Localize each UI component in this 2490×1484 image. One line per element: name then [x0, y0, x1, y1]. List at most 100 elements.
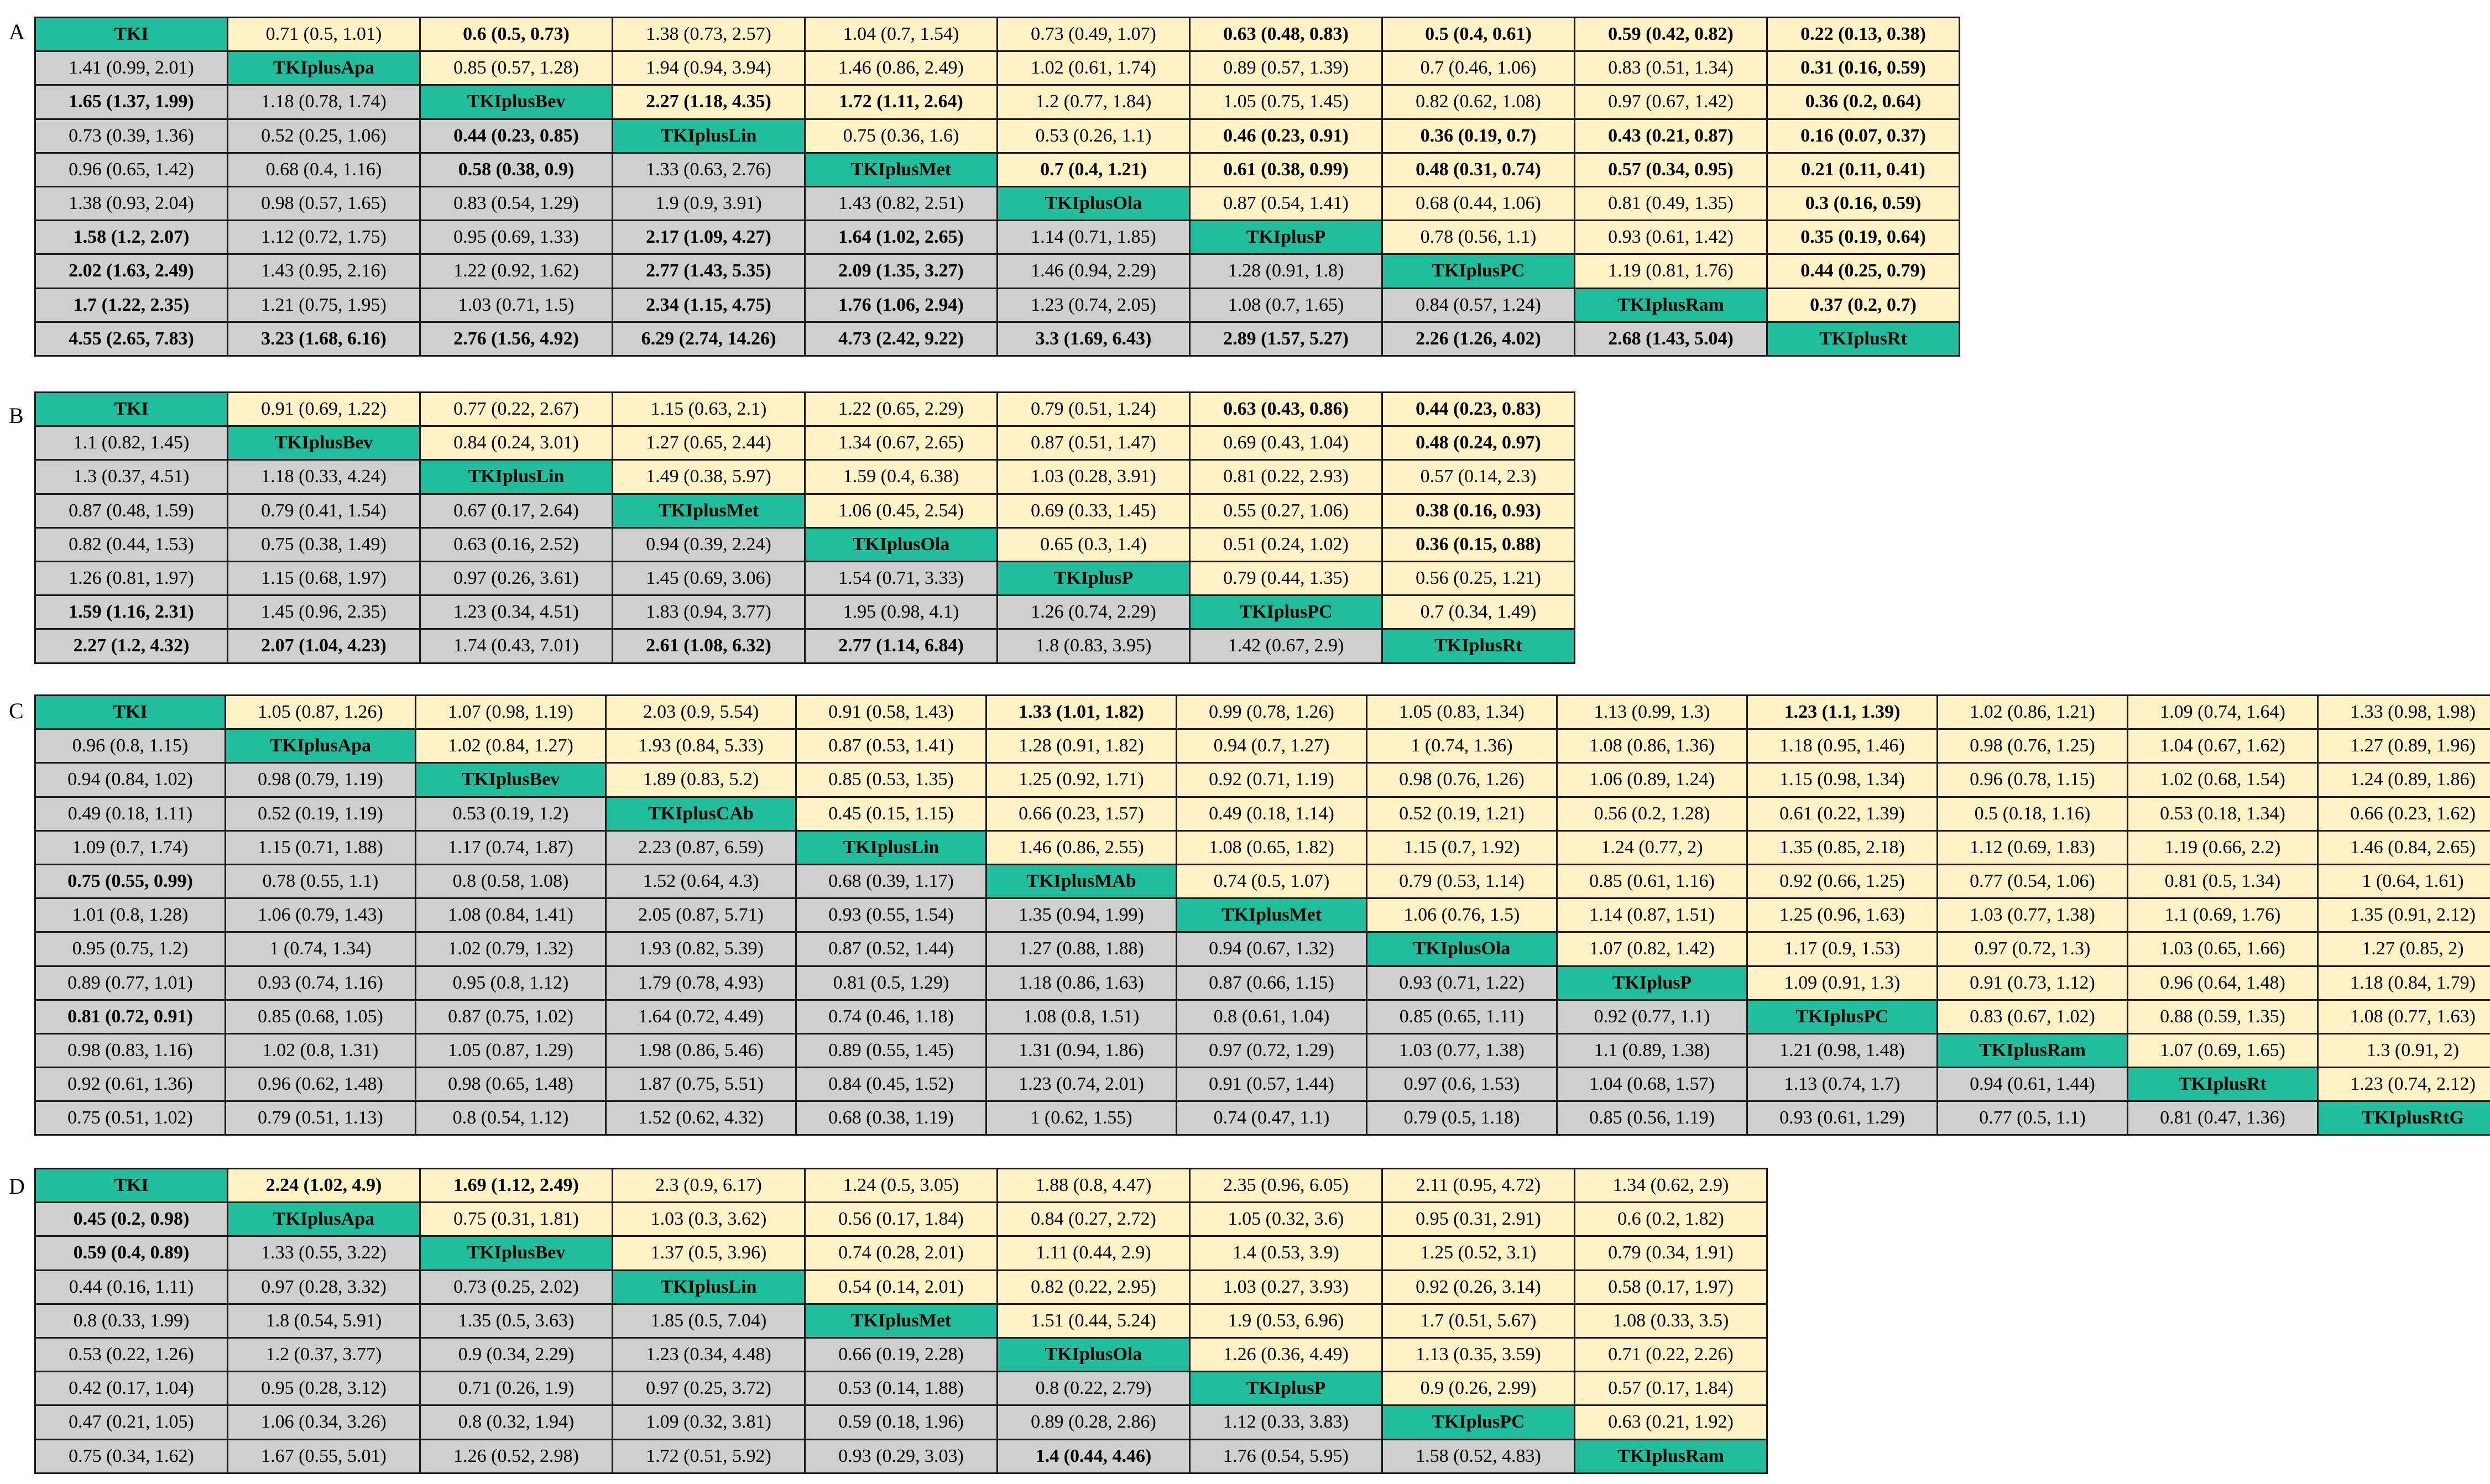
- estimate-cell: 0.56 (0.2, 1.28): [1556, 796, 1748, 832]
- estimate-cell: 1.2 (0.77, 1.84): [996, 84, 1191, 120]
- table-row: 0.75 (0.34, 1.62) 1.67 (0.55, 5.01) 1.26 (…: [34, 1438, 1768, 1474]
- estimate-cell: 1.89 (0.83, 5.2): [605, 762, 797, 798]
- table-row: 0.42 (0.17, 1.04) 0.95 (0.28, 3.12) 0.71 (…: [34, 1371, 1768, 1407]
- treatment-label-cell: TKIplusLin: [795, 829, 987, 865]
- estimate-cell: 0.45 (0.2, 0.98): [34, 1201, 228, 1237]
- table-row: 0.59 (0.4, 0.89) 1.33 (0.55, 3.22) TKIplus…: [34, 1235, 1768, 1271]
- estimate-cell: 1.05 (0.87, 1.29): [415, 1032, 607, 1069]
- estimate-cell: 0.69 (0.33, 1.45): [996, 493, 1191, 529]
- estimate-cell: 1.7 (0.51, 5.67): [1381, 1303, 1575, 1339]
- estimate-cell: 1.24 (0.89, 1.86): [2317, 762, 2490, 798]
- estimate-cell: 0.8 (0.33, 1.99): [34, 1303, 228, 1339]
- treatment-label-cell: TKIplusBev: [419, 1235, 613, 1271]
- table-row: 0.96 (0.65, 1.42) 0.68 (0.4, 1.16) 0.58 (0…: [34, 151, 1960, 187]
- estimate-cell: 0.66 (0.19, 2.28): [804, 1336, 998, 1373]
- estimate-cell: 2.05 (0.87, 5.71): [605, 897, 797, 933]
- estimate-cell: 1.4 (0.53, 3.9): [1189, 1235, 1383, 1271]
- treatment-label-cell: TKIplusP: [1556, 965, 1748, 1001]
- treatment-label-cell: TKIplusOla: [996, 1336, 1191, 1373]
- estimate-cell: 0.98 (0.79, 1.19): [225, 762, 416, 798]
- estimate-cell: 0.94 (0.84, 1.02): [34, 762, 226, 798]
- estimate-cell: 0.71 (0.22, 2.26): [1574, 1336, 1768, 1373]
- estimate-cell: 1.58 (0.52, 4.83): [1381, 1438, 1575, 1474]
- estimate-cell: 1.65 (1.37, 1.99): [34, 84, 228, 120]
- table-row: 1.59 (1.16, 2.31) 1.45 (0.96, 2.35) 1.23 (…: [34, 594, 1575, 630]
- estimate-cell: 0.81 (0.47, 1.36): [2127, 1100, 2319, 1136]
- treatment-label-cell: TKIplusRam: [1574, 1438, 1768, 1474]
- estimate-cell: 1.46 (0.86, 2.49): [804, 50, 998, 86]
- estimate-cell: 2.68 (1.43, 5.04): [1574, 321, 1768, 357]
- estimate-cell: 1.1 (0.89, 1.38): [1556, 1032, 1748, 1069]
- estimate-cell: 1.41 (0.99, 2.01): [34, 50, 228, 86]
- estimate-cell: 1.08 (0.33, 3.5): [1574, 1303, 1768, 1339]
- estimate-cell: 0.92 (0.77, 1.1): [1556, 999, 1748, 1034]
- panel-label-a: A: [9, 19, 25, 44]
- estimate-cell: 1.05 (0.87, 1.26): [225, 694, 416, 730]
- estimate-cell: 0.91 (0.73, 1.12): [1936, 965, 2128, 1001]
- estimate-cell: 1.24 (0.5, 3.05): [804, 1167, 998, 1204]
- table-row: 2.02 (1.63, 2.49) 1.43 (0.95, 2.16) 1.22 (…: [34, 253, 1960, 289]
- estimate-cell: 0.9 (0.26, 2.99): [1381, 1371, 1575, 1407]
- estimate-cell: 0.48 (0.24, 0.97): [1381, 425, 1575, 461]
- estimate-cell: 0.89 (0.55, 1.45): [795, 1032, 987, 1069]
- table-row: 0.95 (0.75, 1.2) 1 (0.74, 1.34) 1.02 (0.79…: [34, 931, 2490, 967]
- estimate-cell: 0.53 (0.22, 1.26): [34, 1336, 228, 1373]
- estimate-cell: 0.8 (0.32, 1.94): [419, 1404, 613, 1440]
- treatment-label-cell: TKIplusApa: [227, 1201, 421, 1237]
- estimate-cell: 2.34 (1.15, 4.75): [612, 287, 806, 323]
- estimate-cell: 1.72 (0.51, 5.92): [612, 1438, 806, 1474]
- panel-label-d: D: [9, 1174, 25, 1199]
- estimate-cell: 0.85 (0.68, 1.05): [225, 999, 416, 1034]
- estimate-cell: 0.79 (0.51, 1.24): [996, 391, 1191, 427]
- estimate-cell: 0.93 (0.61, 1.42): [1574, 220, 1768, 255]
- table-row: TKI 1.05 (0.87, 1.26) 1.07 (0.98, 1.19) 2.0…: [34, 694, 2490, 730]
- estimate-cell: 0.97 (0.72, 1.3): [1936, 931, 2128, 967]
- treatment-label-cell: TKIplusOla: [1366, 931, 1558, 967]
- estimate-cell: 0.5 (0.4, 0.61): [1381, 16, 1575, 53]
- estimate-cell: 0.93 (0.71, 1.22): [1366, 965, 1558, 1001]
- estimate-cell: 0.43 (0.21, 0.87): [1574, 118, 1768, 154]
- estimate-cell: 0.53 (0.26, 1.1): [996, 118, 1191, 154]
- estimate-cell: 1.08 (0.84, 1.41): [415, 897, 607, 933]
- estimate-cell: 1.93 (0.82, 5.39): [605, 931, 797, 967]
- estimate-cell: 1.26 (0.81, 1.97): [34, 560, 228, 597]
- estimate-cell: 1.06 (0.76, 1.5): [1366, 897, 1558, 933]
- estimate-cell: 1.07 (0.82, 1.42): [1556, 931, 1748, 967]
- estimate-cell: 0.79 (0.5, 1.18): [1366, 1100, 1558, 1136]
- estimate-cell: 1.23 (0.74, 2.12): [2317, 1067, 2490, 1102]
- estimate-cell: 0.52 (0.19, 1.19): [225, 796, 416, 832]
- estimate-cell: 0.59 (0.18, 1.96): [804, 1404, 998, 1440]
- treatment-label-cell: TKIplusMAb: [985, 863, 1177, 900]
- treatment-label-cell: TKIplusApa: [227, 50, 421, 86]
- estimate-cell: 1.46 (0.94, 2.29): [996, 253, 1191, 289]
- estimate-cell: 1.03 (0.65, 1.66): [2127, 931, 2319, 967]
- estimate-cell: 1.8 (0.54, 5.91): [227, 1303, 421, 1339]
- estimate-cell: 1.76 (0.54, 5.95): [1189, 1438, 1383, 1474]
- estimate-cell: 1 (0.74, 1.34): [225, 931, 416, 967]
- estimate-cell: 0.65 (0.3, 1.4): [996, 526, 1191, 562]
- table-row: 0.98 (0.83, 1.16) 1.02 (0.8, 1.31) 1.05 (0…: [34, 1032, 2490, 1069]
- estimate-cell: 1.3 (0.91, 2): [2317, 1032, 2490, 1069]
- estimate-cell: 0.87 (0.54, 1.41): [1189, 185, 1383, 222]
- estimate-cell: 1.18 (0.84, 1.79): [2317, 965, 2490, 1001]
- estimate-cell: 1.27 (0.89, 1.96): [2317, 728, 2490, 764]
- estimate-cell: 2.24 (1.02, 4.9): [227, 1167, 421, 1204]
- estimate-cell: 0.87 (0.51, 1.47): [996, 425, 1191, 461]
- estimate-cell: 0.81 (0.5, 1.34): [2127, 863, 2319, 900]
- estimate-cell: 1.23 (0.74, 2.05): [996, 287, 1191, 323]
- estimate-cell: 0.68 (0.38, 1.19): [795, 1100, 987, 1136]
- estimate-cell: 2.3 (0.9, 6.17): [612, 1167, 806, 1204]
- estimate-cell: 1.21 (0.75, 1.95): [227, 287, 421, 323]
- estimate-cell: 1.14 (0.87, 1.51): [1556, 897, 1748, 933]
- treatment-label-cell: TKIplusBev: [415, 762, 607, 798]
- estimate-cell: 1.98 (0.86, 5.46): [605, 1032, 797, 1069]
- estimate-cell: 1.38 (0.73, 2.57): [612, 16, 806, 53]
- estimate-cell: 1.03 (0.27, 3.93): [1189, 1269, 1383, 1305]
- estimate-cell: 0.35 (0.19, 0.64): [1766, 220, 1960, 255]
- table-row: 1.01 (0.8, 1.28) 1.06 (0.79, 1.43) 1.08 (0…: [34, 897, 2490, 933]
- estimate-cell: 0.75 (0.34, 1.62): [34, 1438, 228, 1474]
- estimate-cell: 3.3 (1.69, 6.43): [996, 321, 1191, 357]
- table-row: 0.81 (0.72, 0.91) 0.85 (0.68, 1.05) 0.87 (…: [34, 999, 2490, 1034]
- estimate-cell: 0.96 (0.64, 1.48): [2127, 965, 2319, 1001]
- estimate-cell: 1.08 (0.65, 1.82): [1176, 829, 1367, 865]
